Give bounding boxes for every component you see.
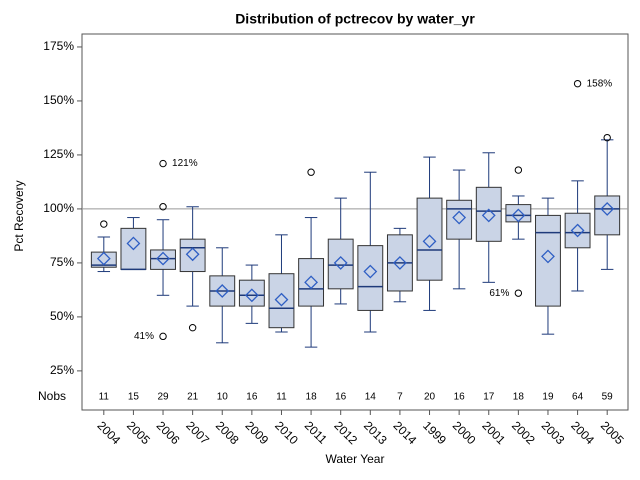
- nobs-value: 15: [128, 392, 140, 403]
- box: [505, 204, 532, 223]
- outlier: [603, 133, 611, 142]
- nobs-value: 14: [365, 392, 377, 403]
- outlier: [100, 220, 108, 228]
- nobs-value: 18: [306, 392, 318, 403]
- outlier: [159, 203, 167, 211]
- box: [298, 258, 325, 307]
- nobs-value: 20: [424, 392, 436, 403]
- box: [416, 197, 443, 281]
- outlier-label: 41%: [134, 331, 154, 342]
- mean-marker: [541, 249, 555, 264]
- nobs-value: 10: [217, 392, 229, 403]
- nobs-value: 59: [602, 392, 614, 403]
- mean-marker: [185, 247, 200, 262]
- nobs-label: Nobs: [38, 389, 66, 403]
- chart-title: Distribution of pctrecov by water_yr: [235, 11, 475, 27]
- nobs-value: 16: [335, 392, 347, 403]
- y-tick-label: 25%: [50, 363, 74, 377]
- outlier-label: 121%: [172, 158, 198, 169]
- box: [150, 249, 176, 270]
- nobs-value: 29: [157, 392, 169, 403]
- nobs-value: 7: [397, 392, 403, 403]
- mean-marker: [156, 251, 170, 266]
- outlier: [573, 79, 582, 88]
- outlier: [159, 332, 167, 341]
- y-tick-label: 150%: [43, 93, 74, 107]
- mean-marker: [392, 255, 407, 270]
- y-tick-label: 75%: [50, 255, 74, 269]
- y-tick-label: 100%: [43, 201, 74, 215]
- outlier: [514, 166, 523, 174]
- y-axis-label: Pct Recovery: [12, 180, 26, 251]
- nobs-value: 21: [187, 392, 199, 403]
- mean-marker: [215, 284, 230, 298]
- outlier-label: 61%: [489, 288, 509, 299]
- box: [268, 273, 295, 329]
- box: [179, 238, 206, 273]
- mean-marker: [511, 208, 526, 223]
- nobs-value: 11: [99, 392, 110, 403]
- outlier: [514, 289, 523, 297]
- mean-marker: [481, 208, 496, 223]
- nobs-value: 17: [483, 392, 495, 403]
- nobs-value: 18: [513, 392, 525, 403]
- outlier: [307, 168, 315, 176]
- outlier-label: 158%: [587, 78, 613, 89]
- mean-marker: [126, 236, 141, 251]
- mean-marker: [333, 255, 348, 270]
- mean-marker: [363, 264, 378, 279]
- y-tick-label: 125%: [43, 147, 74, 161]
- outlier: [188, 323, 197, 332]
- mean-marker: [274, 292, 289, 307]
- box: [446, 199, 473, 240]
- nobs-value: 64: [572, 392, 584, 403]
- box: [327, 238, 354, 290]
- y-tick-label: 50%: [50, 309, 74, 323]
- mean-marker: [304, 275, 319, 290]
- mean-marker: [96, 251, 111, 266]
- mean-marker: [570, 223, 585, 238]
- plot-frame: [81, 33, 629, 411]
- box: [238, 279, 265, 307]
- mean-marker: [244, 288, 259, 303]
- nobs-value: 19: [542, 392, 554, 403]
- nobs-value: 11: [276, 392, 287, 403]
- x-axis-label: Water Year: [326, 452, 385, 466]
- nobs-value: 16: [454, 392, 466, 403]
- mean-marker: [422, 234, 437, 249]
- nobs-value: 16: [246, 392, 258, 403]
- mean-marker: [600, 202, 615, 216]
- box: [564, 212, 591, 249]
- box: [535, 214, 561, 307]
- outlier: [159, 159, 167, 168]
- box: [475, 186, 502, 242]
- y-tick-label: 175%: [43, 39, 74, 53]
- mean-marker: [452, 210, 467, 225]
